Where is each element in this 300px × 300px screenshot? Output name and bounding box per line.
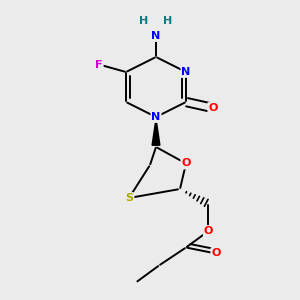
Text: F: F	[95, 59, 103, 70]
Polygon shape	[152, 119, 160, 145]
Text: N: N	[152, 112, 160, 122]
Text: O: O	[211, 248, 221, 259]
Text: O: O	[181, 158, 191, 169]
Text: H: H	[164, 16, 172, 26]
Text: S: S	[125, 193, 133, 203]
Text: O: O	[204, 226, 213, 236]
Text: O: O	[208, 103, 218, 113]
Text: H: H	[140, 16, 148, 26]
Text: N: N	[152, 31, 160, 41]
Text: N: N	[182, 67, 190, 77]
